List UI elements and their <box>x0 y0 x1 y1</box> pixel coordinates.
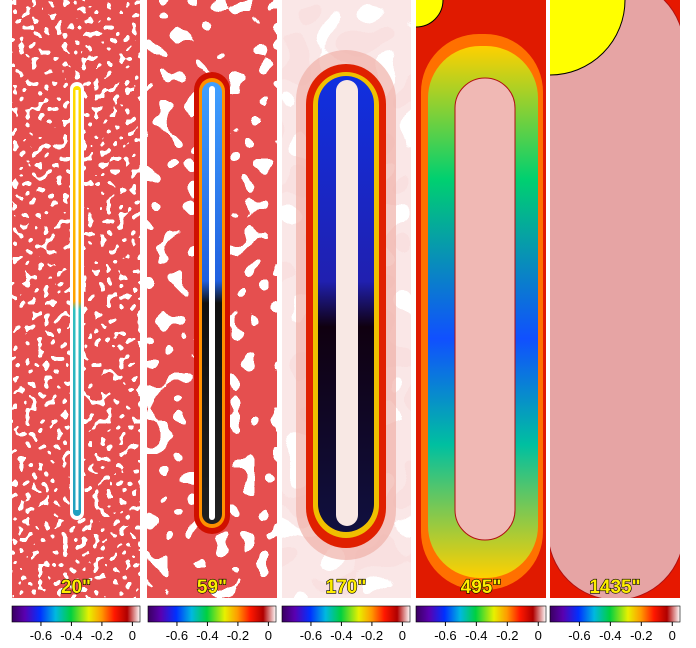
colorbars: -0.6 -0.4 -0.2 0 -0.6 -0.4 -0.2 0 -0.6 -0.4 -0.2 0 -… <box>12 606 680 643</box>
colorbar <box>282 606 410 622</box>
colorbar <box>416 606 546 622</box>
tick-label: -0.6 <box>30 628 52 643</box>
tick-label: -0.2 <box>227 628 249 643</box>
tick-label: -0.2 <box>91 628 113 643</box>
tick-label: -0.2 <box>496 628 518 643</box>
panel-label: 59" <box>197 577 227 598</box>
tick-label: -0.6 <box>166 628 188 643</box>
tick-label: -0.4 <box>599 628 621 643</box>
tick-label: 0 <box>129 628 136 643</box>
tick-label: -0.4 <box>60 628 82 643</box>
tick-label: -0.6 <box>434 628 456 643</box>
core <box>336 80 358 526</box>
core <box>455 78 515 540</box>
panel-3 <box>282 0 411 598</box>
panel-label: 170" <box>326 577 367 598</box>
tick-label: -0.2 <box>630 628 652 643</box>
colorbar <box>550 606 680 622</box>
panel-label: 495" <box>461 577 502 598</box>
panel-2 <box>147 0 277 598</box>
filament-core <box>76 90 79 510</box>
tick-label: -0.6 <box>568 628 590 643</box>
filament-core <box>209 86 215 520</box>
tick-label: -0.4 <box>196 628 218 643</box>
core <box>548 0 684 600</box>
tick-label: 0 <box>399 628 406 643</box>
figure: 20"59"170"495"1435" -0.6-0.4-0.20-0.6-0.… <box>0 0 696 648</box>
colorbar <box>148 606 276 622</box>
tick-label: 0 <box>669 628 676 643</box>
tick-label: -0.4 <box>465 628 487 643</box>
tick-label: -0.4 <box>330 628 352 643</box>
panel-label: 20" <box>61 577 91 598</box>
tick-label: -0.6 <box>300 628 322 643</box>
tick-label: 0 <box>265 628 272 643</box>
panel-4 <box>389 0 546 598</box>
panel-1 <box>12 0 140 598</box>
colorbar <box>12 606 140 622</box>
tick-label: 0 <box>535 628 542 643</box>
tick-label: -0.2 <box>361 628 383 643</box>
panel-label: 1435" <box>589 577 640 598</box>
